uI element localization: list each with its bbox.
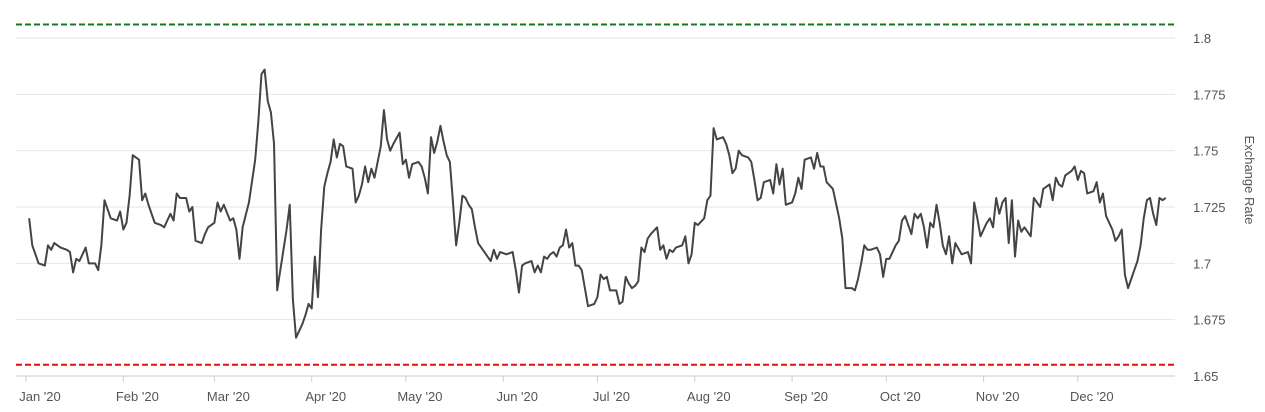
grid-lines [16, 37, 1175, 377]
x-tick-label: Aug '20 [687, 389, 731, 404]
x-tick-label: Oct '20 [880, 389, 921, 404]
y-tick-label: 1.775 [1193, 87, 1226, 102]
x-tick-label: Dec '20 [1070, 389, 1114, 404]
x-tick-label: Nov '20 [976, 389, 1020, 404]
series-line [28, 68, 1167, 339]
y-axis-title: Exchange Rate [1242, 136, 1257, 225]
x-axis: Jan '20 Feb '20 Mar '20 Apr '20 May '20 Jun '… [16, 375, 1175, 404]
series-layer [28, 68, 1167, 339]
x-tick-label: Feb '20 [116, 389, 159, 404]
y-tick-label: 1.75 [1193, 144, 1218, 159]
x-tick-label: Apr '20 [305, 389, 346, 404]
y-tick-label: 1.65 [1193, 369, 1218, 384]
x-tick-label: Mar '20 [207, 389, 250, 404]
x-tick-label: Sep '20 [784, 389, 828, 404]
reference-lines [16, 23, 1175, 366]
y-tick-label: 1.725 [1193, 200, 1226, 215]
x-tick-label: Jul '20 [593, 389, 630, 404]
y-tick-label: 1.7 [1193, 256, 1211, 271]
x-tick-label: Jan '20 [19, 389, 61, 404]
x-tick-label: May '20 [397, 389, 442, 404]
y-axis: 1.65 1.675 1.7 1.725 1.75 1.775 1.8 [1193, 31, 1226, 384]
x-tick-label: Jun '20 [496, 389, 538, 404]
y-tick-label: 1.8 [1193, 31, 1211, 46]
y-tick-label: 1.675 [1193, 313, 1226, 328]
